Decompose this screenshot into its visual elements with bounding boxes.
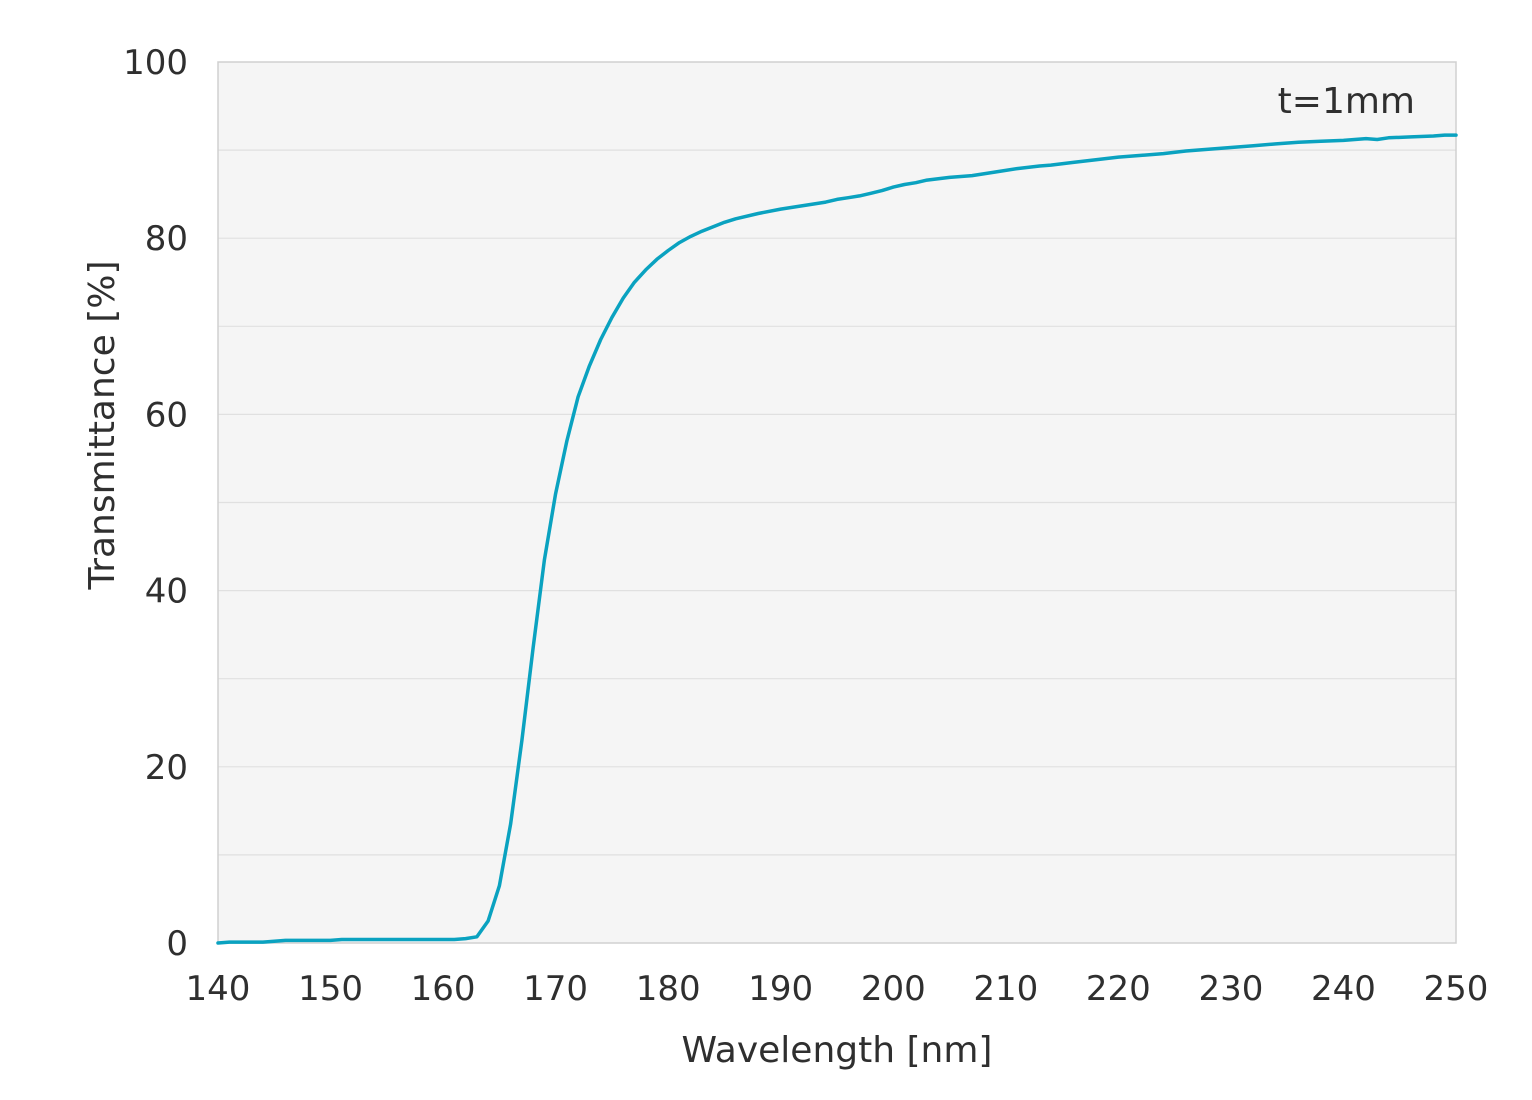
x-tick-label-200: 200 xyxy=(861,969,926,1009)
y-tick-label-20: 20 xyxy=(145,748,188,788)
thickness-annotation: t=1mm xyxy=(1278,81,1415,122)
x-axis-ticks: 140 150 160 170 180 190 200 210 220 230 240 250 xyxy=(186,969,1489,1009)
x-tick-label-250: 250 xyxy=(1424,969,1489,1009)
x-tick-label-150: 150 xyxy=(298,969,363,1009)
x-axis-label: Wavelength [nm] xyxy=(682,1030,993,1071)
x-tick-label-240: 240 xyxy=(1311,969,1376,1009)
x-tick-label-190: 190 xyxy=(748,969,813,1009)
y-axis-ticks: 0 20 40 60 80 100 xyxy=(123,43,188,964)
y-tick-label-100: 100 xyxy=(123,43,188,83)
x-tick-label-220: 220 xyxy=(1086,969,1151,1009)
y-tick-label-80: 80 xyxy=(145,219,188,259)
x-tick-label-180: 180 xyxy=(636,969,701,1009)
y-tick-label-0: 0 xyxy=(166,924,188,964)
plot-frame xyxy=(217,61,1457,944)
y-tick-label-40: 40 xyxy=(145,572,188,612)
x-tick-label-210: 210 xyxy=(973,969,1038,1009)
x-tick-label-140: 140 xyxy=(186,969,251,1009)
x-tick-label-170: 170 xyxy=(523,969,588,1009)
x-tick-label-230: 230 xyxy=(1198,969,1263,1009)
gridlines xyxy=(218,149,1456,856)
x-tick-label-160: 160 xyxy=(411,969,476,1009)
series-layer xyxy=(216,133,1458,945)
y-axis-label: Transmittance [%] xyxy=(82,261,123,591)
series-line-0 xyxy=(216,133,1458,945)
y-tick-label-60: 60 xyxy=(145,395,188,435)
